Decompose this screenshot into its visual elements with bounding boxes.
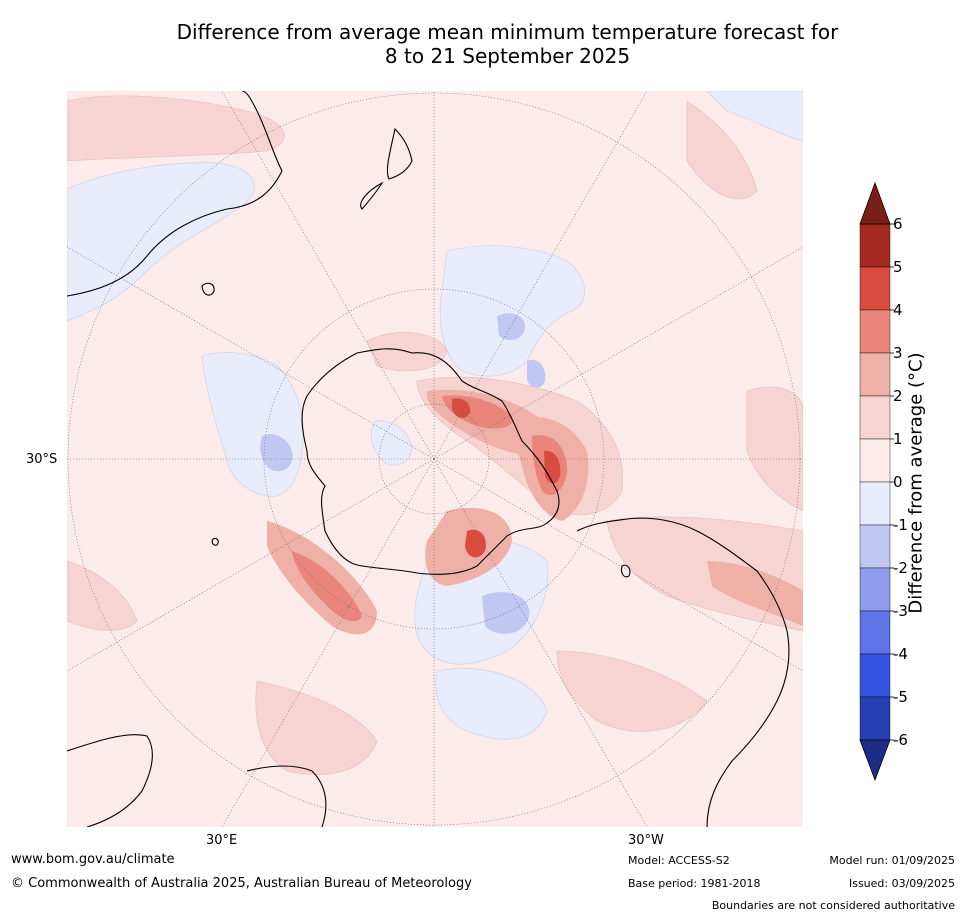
label-30s: 30°S	[26, 452, 58, 467]
colorbar-tick-label: -6	[893, 731, 908, 749]
red-region-northwest	[67, 95, 285, 162]
colorbar-segment	[859, 653, 891, 698]
colorbar-segment	[859, 524, 891, 569]
red-core-peninsula	[452, 398, 471, 418]
red-region-west-mid	[67, 560, 138, 631]
title-line-1: Difference from average mean minimum tem…	[176, 20, 839, 44]
colorbar-title: Difference from average (°C)	[905, 352, 927, 614]
blue-region-northeast	[706, 91, 803, 142]
footer-website[interactable]: www.bom.gov.au/climate	[11, 852, 175, 867]
polar-map	[67, 91, 803, 827]
red-core-weddell	[465, 529, 486, 558]
falkland	[620, 564, 631, 578]
south-america-coast	[576, 517, 790, 827]
colorbar-tick-label: 4	[893, 301, 903, 319]
colorbar-segment	[859, 481, 891, 526]
meridian-330	[433, 458, 648, 827]
colorbar-segment	[859, 610, 891, 655]
red-region-southeast	[556, 650, 708, 732]
title-line-2: 8 to 21 September 2025	[384, 44, 631, 68]
colorbar-tick-label: -4	[893, 645, 908, 663]
colorbar-segment	[859, 567, 891, 612]
colorbar-tick-label: 0	[893, 473, 903, 491]
colorbar-tick-label: 3	[893, 344, 903, 362]
colorbar-segment	[859, 696, 891, 741]
latitude-circle-60	[263, 288, 605, 630]
graticule	[67, 91, 803, 827]
meridian-240	[433, 246, 803, 460]
blue-region-south-atlantic	[435, 668, 548, 740]
colorbar-extend-min	[859, 739, 891, 782]
footer-model-run: Model run: 01/09/2025	[829, 854, 955, 867]
new-zealand-north	[386, 127, 413, 180]
colorbar-tick-label: 2	[893, 387, 903, 405]
colorbar-ticks: 6 5 4 3 2 1 0 -1 -2 -3 -4 -5 -6	[890, 215, 908, 749]
meridian-300	[433, 458, 803, 672]
blue-core-south-pacific	[497, 313, 526, 341]
coastlines	[67, 91, 790, 827]
colorbar-segments	[859, 223, 891, 741]
footer-model: Model: ACCESS-S2	[628, 854, 730, 867]
colorbar-segment	[859, 395, 891, 440]
red-region-africa-south	[707, 561, 803, 626]
colorbar-segment	[859, 309, 891, 354]
colorbar-segment	[859, 352, 891, 397]
red-region-southwest	[255, 680, 378, 776]
new-zealand-south	[360, 181, 384, 210]
colorbar-segment	[859, 438, 891, 483]
blue-region-south-pacific	[439, 245, 586, 377]
meridian-210	[433, 91, 648, 460]
positive-anomaly-regions	[67, 95, 803, 776]
colorbar-tick-label: 1	[893, 430, 903, 448]
africa-coast	[67, 734, 153, 827]
madagascar-region	[246, 765, 327, 827]
colorbar-tick-label: -2	[893, 559, 908, 577]
footer-copyright: © Commonwealth of Australia 2025, Austra…	[11, 876, 472, 891]
red-region-east-pacific	[746, 386, 803, 512]
colorbar-tick-label: -5	[893, 688, 908, 706]
colorbar-tick-label: -1	[893, 516, 908, 534]
tasmania	[201, 282, 215, 296]
colorbar-tick-label: 6	[893, 215, 903, 233]
blue-core-drake	[527, 359, 546, 388]
colorbar-extend-max	[859, 181, 891, 225]
red-region-pacific-north	[686, 100, 758, 200]
blue-region-central	[370, 420, 413, 466]
red-region-southern-indian-inner	[292, 551, 362, 622]
label-30w: 30°W	[628, 833, 664, 848]
colorbar-tick-label: -3	[893, 602, 908, 620]
antarctica-coast	[301, 348, 560, 575]
footer-disclaimer: Boundaries are not considered authoritat…	[711, 899, 955, 912]
footer-issued: Issued: 03/09/2025	[848, 877, 955, 890]
small-island-south	[211, 537, 219, 546]
colorbar: 6 5 4 3 2 1 0 -1 -2 -3 -4 -5 -6	[859, 181, 908, 782]
australia-coast	[67, 91, 283, 297]
blue-core-west-antarctica	[260, 434, 293, 472]
colorbar-segment	[859, 223, 891, 268]
chart-title: Difference from average mean minimum tem…	[60, 20, 955, 68]
colorbar-tick-label: 5	[893, 258, 903, 276]
footer-base-period: Base period: 1981-2018	[628, 877, 761, 890]
colorbar-segment	[859, 266, 891, 311]
label-30e: 30°E	[206, 833, 238, 848]
